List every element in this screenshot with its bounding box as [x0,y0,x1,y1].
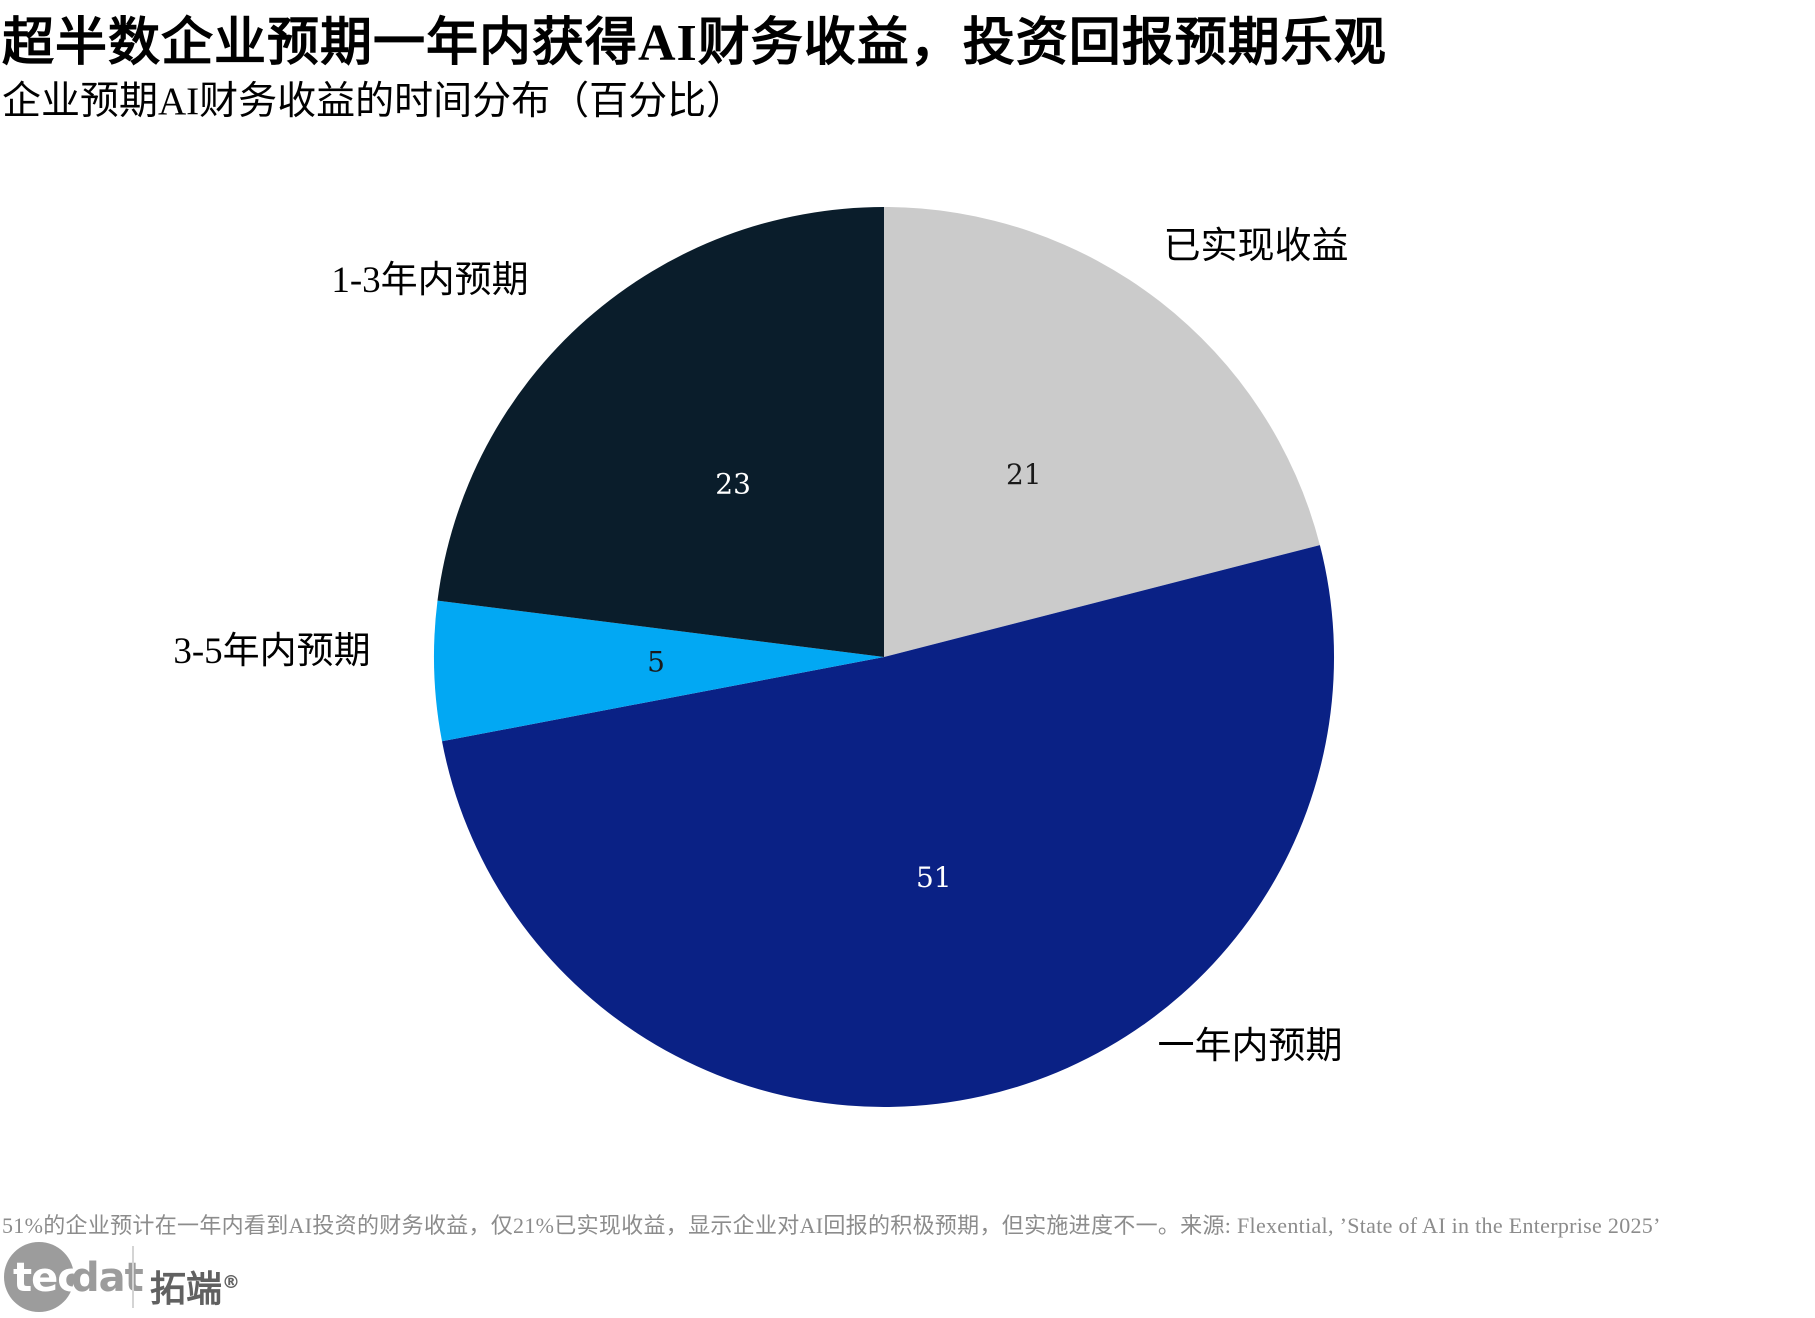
chart-subtitle: 企业预期AI财务收益的时间分布（百分比） [2,80,746,123]
pie-value-label-within-1-year: 51 [916,861,952,894]
logo-text-tec: tec [13,1255,81,1301]
pie-slice-within-1-year [442,545,1335,1107]
logo-text-cjk: 拓端® [150,1260,240,1312]
slice-label-within-1-year: 一年内预期 [1157,1026,1343,1067]
pie-value-label-3-5-years: 5 [647,646,665,679]
pie-slice-1-3-years [437,207,884,657]
source-note: 51%的企业预计在一年内看到AI投资的财务收益，仅21%已实现收益，显示企业对A… [2,1213,1661,1238]
logo-cjk-name: 拓端 [150,1269,223,1310]
logo-circle-icon [4,1242,74,1312]
slice-label-3-5-years: 3-5年内预期 [173,631,371,672]
logo-divider [132,1246,134,1308]
pie-value-label-1-3-years: 23 [715,467,751,500]
slice-label-realized-gains: 已实现收益 [1163,226,1349,267]
tecdat-logo: tec dat 拓端® [4,1240,284,1318]
pie-slice-3-5-years [433,600,884,742]
slice-label-1-3-years: 1-3年内预期 [331,260,529,301]
pie-slice-realized-gains [884,207,1320,657]
pie-value-label-realized-gains: 21 [1006,458,1042,491]
logo-text-dat: dat [71,1255,144,1301]
registered-mark-icon: ® [222,1272,241,1293]
page-title: 超半数企业预期一年内获得AI财务收益，投资回报预期乐观 [2,15,1387,72]
